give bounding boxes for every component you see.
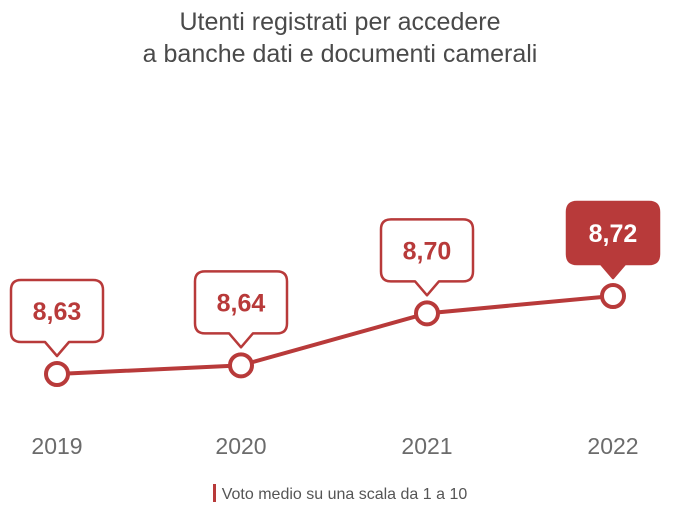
callouts: 8,63 8,64 8,70 8,72 bbox=[9, 200, 661, 358]
data-points bbox=[44, 283, 626, 387]
chart-title-line-2: a banche dati e documenti camerali bbox=[142, 40, 538, 68]
data-point bbox=[600, 283, 626, 309]
value-callout bbox=[565, 200, 661, 280]
data-label: 8,72 bbox=[589, 220, 638, 248]
data-point bbox=[228, 352, 254, 379]
x-axis-tick-labels: 2019 2020 2021 2022 bbox=[31, 433, 638, 459]
data-label: 8,70 bbox=[403, 237, 452, 265]
value-callout bbox=[193, 270, 289, 349]
chart-title: Utenti registrati per accedere a banche … bbox=[0, 6, 680, 70]
legend-label: Voto medio su una scala da 1 a 10 bbox=[221, 486, 468, 503]
value-callout bbox=[379, 218, 475, 297]
data-label: 8,63 bbox=[33, 298, 82, 326]
legend-swatch bbox=[212, 484, 216, 502]
data-point bbox=[414, 300, 440, 327]
legend: Voto medio su una scala da 1 a 10 bbox=[0, 484, 680, 504]
x-tick-label: 2022 bbox=[587, 433, 638, 459]
x-tick-label: 2021 bbox=[401, 433, 452, 459]
chart-title-line-1: Utenti registrati per accedere bbox=[179, 8, 501, 36]
value-callout bbox=[9, 278, 105, 358]
data-label: 8,64 bbox=[217, 289, 266, 317]
x-tick-label: 2019 bbox=[31, 433, 82, 459]
series-line bbox=[55, 294, 615, 376]
data-point bbox=[44, 361, 70, 387]
x-tick-label: 2020 bbox=[215, 433, 266, 459]
